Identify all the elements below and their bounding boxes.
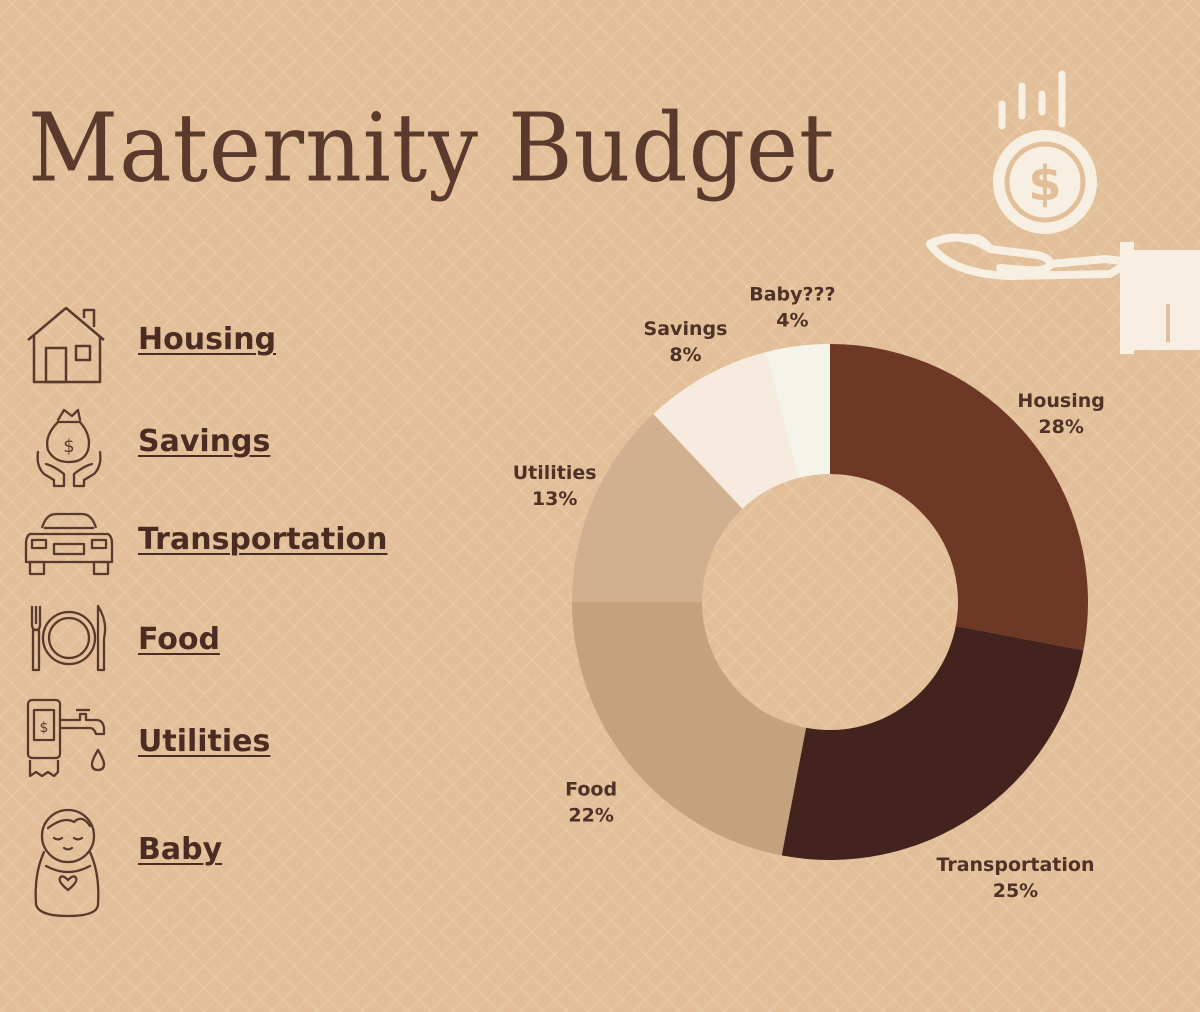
swaddled-baby-icon [34,808,100,918]
slice-housing [830,344,1088,651]
legend-item-food: Food [24,602,444,692]
slice-utilities [572,413,743,602]
legend-label-transportation[interactable]: Transportation [138,522,388,557]
legend-label-utilities[interactable]: Utilities [138,724,271,759]
slice-label-value: 28% [1038,416,1083,438]
page-title: Maternity Budget [28,92,836,204]
legend-item-housing: Housing [24,300,444,390]
slice-label-category: Transportation [936,854,1094,876]
svg-text:$: $ [63,436,74,457]
slice-savings [653,352,799,509]
svg-text:$: $ [1028,156,1061,212]
slice-label-category: Food [565,779,617,801]
legend-label-housing[interactable]: Housing [138,322,277,357]
svg-text:$: $ [40,720,49,736]
legend-item-savings: $ Savings [24,406,444,496]
plate-utensils-icon [30,604,107,672]
slice-label-value: 25% [993,880,1038,902]
legend-item-utilities: $ Utilities [24,698,444,788]
legend-label-savings[interactable]: Savings [138,424,271,459]
money-bag-hands-icon: $ [36,408,102,488]
slice-label-value: 22% [568,805,613,827]
chart-slices [572,344,1088,860]
legend-label-baby[interactable]: Baby [138,832,223,867]
slice-label-value: 4% [776,309,808,331]
hand-holding-dollar-coin-icon: $ [926,70,1200,354]
slice-label-category: Housing [1017,390,1104,412]
chart-labels: Housing 28% Transportation 25% Food 22% Utilit… [513,283,1105,902]
slice-label-value: 13% [532,488,577,510]
legend-label-food[interactable]: Food [138,622,220,657]
utilities-tap-icon: $ [26,698,106,778]
car-icon [24,512,114,576]
slice-food [572,602,807,856]
slice-baby [765,344,830,479]
slice-transportation [781,625,1084,860]
house-icon [27,306,105,384]
slice-label-category: Utilities [513,462,597,484]
legend-item-transportation: Transportation [24,508,444,598]
slice-label-category: Baby??? [749,283,835,305]
legend-item-baby: Baby [24,804,444,918]
slice-label-category: Savings [644,318,728,340]
slice-label-value: 8% [669,344,701,366]
